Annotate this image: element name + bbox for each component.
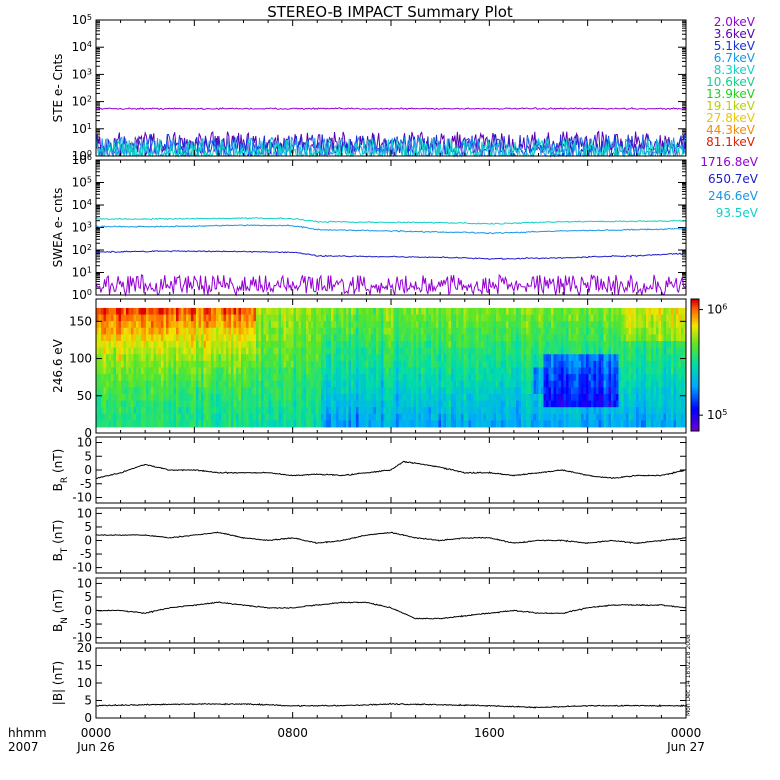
colorbar-tick-label: 105 — [707, 408, 727, 423]
legend-entry-ste: 10.6keV — [706, 75, 756, 89]
y-tick-label: 5 — [84, 590, 92, 604]
y-tick-label: 20 — [77, 641, 92, 655]
legend-entry-swea: 246.6eV — [708, 189, 759, 203]
energy-legend: 2.0keV3.6keV5.1keV6.7keV8.3keV10.6keV13.… — [700, 15, 758, 220]
panel-frame — [95, 507, 687, 574]
y-tick-label: 5 — [84, 694, 92, 708]
y-tick-label: 10 — [77, 506, 92, 520]
y-tick-label: 100 — [72, 288, 92, 303]
year-label: 2007 — [8, 740, 39, 754]
legend-entry-swea: 1716.8eV — [700, 155, 758, 169]
y-tick-label: 101 — [72, 121, 92, 136]
y-tick-label: 10 — [77, 676, 92, 690]
legend-entry-ste: 3.6keV — [714, 27, 756, 41]
field-line — [96, 601, 687, 620]
y-tick-label: 102 — [72, 243, 92, 258]
y-tick-label: 50 — [77, 389, 92, 403]
legend-entry-ste: 2.0keV — [714, 15, 756, 29]
hhmm-label: hhmm — [8, 726, 47, 740]
time-tick-label: 0000 — [81, 726, 112, 740]
panel-frame — [95, 577, 687, 644]
panel-frame — [95, 647, 687, 719]
field-line — [95, 460, 687, 480]
y-tick-label: 10 — [77, 576, 92, 590]
timestamp: Mon Dec 14 18:02:18 2008 — [685, 634, 692, 716]
y-tick-label: 10 — [77, 436, 92, 450]
y-tick-label: 5 — [84, 449, 92, 463]
y-tick-label: -10 — [72, 561, 92, 575]
legend-entry-ste: 13.9keV — [706, 87, 756, 101]
legend-entry-swea: 93.5eV — [716, 206, 759, 220]
y-tick-label: 103 — [72, 220, 92, 235]
colorbar-tick-label: 106 — [707, 302, 727, 317]
series-line — [95, 107, 687, 111]
time-tick-label: 1600 — [474, 726, 505, 740]
date-label: Jun 26 — [76, 740, 115, 754]
legend-entry-ste: 19.1keV — [706, 99, 756, 113]
series-line — [95, 273, 687, 297]
y-axis-label: BR (nT) — [51, 449, 70, 492]
y-tick-label: 15 — [77, 659, 92, 673]
colorbar: 106 105 — [690, 298, 727, 432]
y-axis-label: BN (nT) — [51, 589, 70, 632]
y-tick-label: -10 — [72, 631, 92, 645]
y-tick-label: 0 — [84, 534, 92, 548]
y-tick-label: 0 — [84, 604, 92, 618]
legend-entry-ste: 27.8keV — [706, 111, 756, 125]
y-axis-label: SWEA e- cnts — [51, 188, 65, 268]
date-label: Jun 27 — [666, 740, 705, 754]
legend-entry-ste: 44.3keV — [706, 123, 756, 137]
series-line — [95, 250, 686, 260]
y-tick-label: 100 — [69, 352, 92, 366]
legend-entry-ste: 8.3keV — [714, 63, 756, 77]
time-tick-label: 0000 — [671, 726, 702, 740]
series-line — [95, 216, 687, 225]
y-tick-label: 104 — [72, 40, 92, 55]
y-tick-label: 105 — [72, 175, 92, 190]
time-tick-label: 0800 — [277, 726, 308, 740]
legend-entry-ste: 6.7keV — [714, 51, 756, 65]
pitch-angle-panel: 0 50 100 150 246.6 eV 106 105 — [51, 298, 727, 440]
legend-entry-ste: 5.1keV — [714, 39, 756, 53]
y-axis-label: STE e- Cnts — [51, 54, 65, 123]
y-tick-label: -5 — [80, 617, 92, 631]
legend-entry-swea: 650.7eV — [708, 172, 759, 186]
y-tick-label: 150 — [69, 314, 92, 328]
y-axis-label: |B| (nT) — [51, 661, 65, 705]
ste-panel: 100 101 102 103 104 105 STE e- Cnts — [51, 13, 687, 164]
plot-title: STEREO-B IMPACT Summary Plot — [267, 3, 513, 21]
series-line — [95, 224, 687, 235]
btotal-panel: 20 15 10 5 0 |B| (nT) — [51, 641, 687, 725]
y-tick-label: 105 — [72, 13, 92, 28]
panel-frame — [95, 159, 687, 296]
y-tick-label: 106 — [72, 153, 92, 168]
field-line — [95, 531, 687, 545]
y-tick-label: 0 — [84, 426, 92, 440]
y-tick-label: 102 — [72, 94, 92, 109]
y-tick-label: 0 — [84, 711, 92, 725]
y-tick-label: 0 — [84, 463, 92, 477]
y-axis-label: BT (nT) — [51, 520, 70, 562]
pitch-angle-heatmap — [96, 307, 687, 428]
legend-entry-ste: 81.1keV — [706, 135, 756, 149]
y-tick-label: 101 — [72, 265, 92, 280]
y-tick-label: 104 — [72, 198, 92, 213]
swea-panel: 100 101 102 103 104 105 106 SWEA e- cnts — [51, 153, 687, 303]
y-tick-label: 103 — [72, 67, 92, 82]
y-tick-label: -5 — [80, 547, 92, 561]
field-line — [95, 702, 687, 709]
y-tick-label: 5 — [84, 520, 92, 534]
y-tick-label: -10 — [72, 491, 92, 505]
y-tick-label: -5 — [80, 477, 92, 491]
y-axis-label: 246.6 eV — [51, 338, 65, 393]
y-tick-label: 100 — [72, 149, 92, 164]
